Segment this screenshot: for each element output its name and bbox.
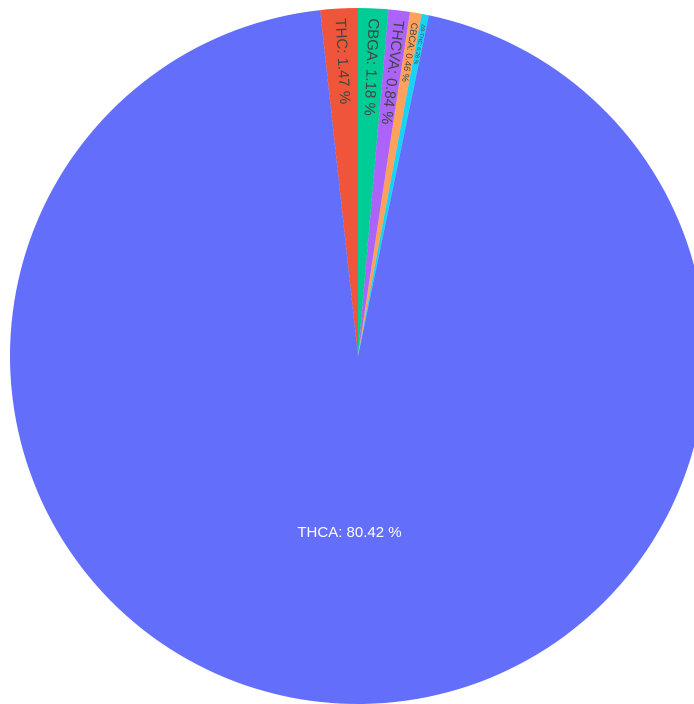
pie-slice-thcva (358, 9, 410, 357)
pie-label-cbga: CBGA: 1.18 % (361, 18, 382, 116)
pie-slice-thca (10, 10, 694, 704)
pie-label-thc: THC: 1.47 % (332, 18, 354, 105)
pie-slice-cbca (358, 11, 422, 357)
pie-slice-cbga (358, 8, 389, 356)
pie-slices (10, 8, 694, 704)
pie-slice-thc (320, 8, 358, 356)
pie-label-thca: THCA: 80.42 % (297, 524, 401, 541)
pie-slice--9-thc (358, 13, 429, 356)
